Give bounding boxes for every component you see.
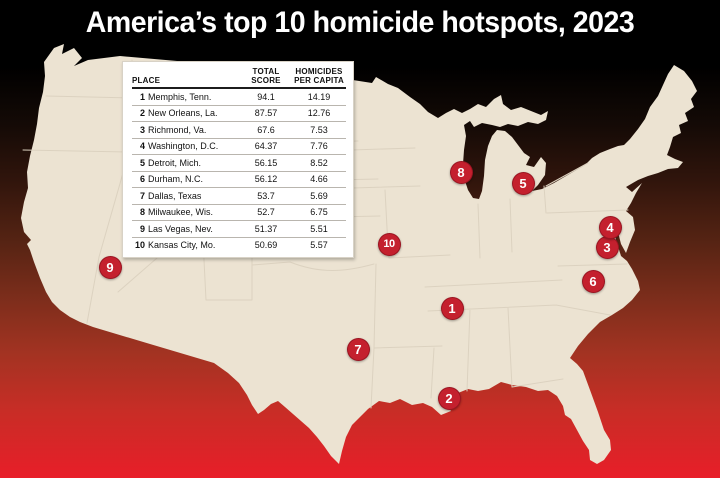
rank-number: 2 bbox=[139, 108, 145, 119]
map-marker-8: 8 bbox=[449, 160, 473, 184]
place-cell: 7 Dallas, Texas bbox=[132, 190, 242, 201]
place-cell: 9 Las Vegas, Nev. bbox=[132, 223, 242, 234]
per-capita-value: 7.76 bbox=[310, 141, 328, 152]
rankings-table: PLACE TOTAL SCORE HOMICIDES PER CAPITA 1… bbox=[122, 61, 354, 259]
place-cell: 2 New Orleans, La. bbox=[132, 109, 242, 118]
table-row: 9 Las Vegas, Nev. 51.37 5.51 bbox=[132, 221, 346, 238]
rank-number: 9 bbox=[139, 223, 145, 234]
total-score-value: 51.37 bbox=[254, 223, 278, 234]
total-score-value: 50.69 bbox=[254, 240, 278, 251]
total-score-value: 87.57 bbox=[254, 108, 278, 119]
place-name: Durham, N.C. bbox=[148, 174, 204, 185]
place-name: New Orleans, La. bbox=[148, 108, 218, 119]
place-cell: 10 Kansas City, Mo. bbox=[132, 241, 242, 250]
per-capita-value: 6.75 bbox=[310, 207, 328, 218]
rank-number: 4 bbox=[139, 141, 145, 152]
table-row: 10 Kansas City, Mo. 50.69 5.57 bbox=[132, 238, 346, 254]
place-name: Washington, D.C. bbox=[148, 141, 219, 152]
rank-number: 7 bbox=[139, 190, 145, 201]
column-header-place: PLACE bbox=[132, 76, 161, 86]
map-marker-3: 3 bbox=[595, 235, 619, 259]
total-score-value: 56.15 bbox=[254, 157, 278, 168]
table-row: 5 Detroit, Mich. 56.15 8.52 bbox=[132, 155, 346, 172]
per-capita-value: 5.57 bbox=[310, 240, 328, 251]
place-name: Richmond, Va. bbox=[148, 124, 207, 135]
page-title: America’s top 10 homicide hotspots, 2023 bbox=[85, 6, 635, 39]
table-row: 8 Milwaukee, Wis. 52.7 6.75 bbox=[132, 205, 346, 222]
total-score-value: 52.7 bbox=[257, 207, 275, 218]
map-marker-7: 7 bbox=[346, 337, 370, 361]
map-marker-6: 6 bbox=[581, 269, 605, 293]
place-name: Milwaukee, Wis. bbox=[148, 207, 214, 218]
map-marker-2: 2 bbox=[437, 386, 461, 410]
per-capita-value: 4.66 bbox=[310, 174, 328, 185]
rank-number: 10 bbox=[134, 240, 145, 251]
table-row: 3 Richmond, Va. 67.6 7.53 bbox=[132, 122, 346, 139]
rank-number: 5 bbox=[139, 157, 145, 168]
per-capita-value: 14.19 bbox=[307, 91, 331, 102]
rank-number: 6 bbox=[139, 174, 145, 185]
map-marker-9: 9 bbox=[98, 255, 122, 279]
column-header-total-score: TOTAL SCORE bbox=[251, 67, 281, 86]
place-name: Las Vegas, Nev. bbox=[148, 223, 213, 234]
place-cell: 5 Detroit, Mich. bbox=[132, 157, 242, 168]
map-marker-4: 4 bbox=[598, 215, 622, 239]
table-row: 4 Washington, D.C. 64.37 7.76 bbox=[132, 139, 346, 156]
column-header-per-capita: HOMICIDES PER CAPITA bbox=[294, 67, 344, 86]
place-name: Kansas City, Mo. bbox=[148, 240, 216, 251]
table-body: 1 Memphis, Tenn. 94.1 14.19 2 New Orleans, La… bbox=[132, 89, 346, 253]
place-cell: 4 Washington, D.C. bbox=[132, 142, 242, 151]
place-name: Detroit, Mich. bbox=[148, 157, 202, 168]
per-capita-value: 7.53 bbox=[310, 124, 328, 135]
table-row: 7 Dallas, Texas 53.7 5.69 bbox=[132, 188, 346, 205]
per-capita-value: 5.51 bbox=[310, 223, 328, 234]
map-marker-10: 10 bbox=[377, 232, 401, 256]
place-cell: 8 Milwaukee, Wis. bbox=[132, 208, 242, 217]
place-name: Memphis, Tenn. bbox=[148, 91, 212, 102]
rank-number: 3 bbox=[139, 124, 145, 135]
total-score-value: 56.12 bbox=[254, 174, 278, 185]
total-score-value: 67.6 bbox=[257, 124, 275, 135]
map-marker-5: 5 bbox=[511, 171, 535, 195]
total-score-value: 94.1 bbox=[257, 91, 275, 102]
table-row: 2 New Orleans, La. 87.57 12.76 bbox=[132, 106, 346, 123]
per-capita-value: 5.69 bbox=[310, 190, 328, 201]
place-name: Dallas, Texas bbox=[148, 190, 202, 201]
table-header-row: PLACE TOTAL SCORE HOMICIDES PER CAPITA bbox=[132, 67, 346, 90]
rank-number: 8 bbox=[139, 207, 145, 218]
total-score-value: 64.37 bbox=[254, 141, 278, 152]
map-marker-1: 1 bbox=[440, 296, 464, 320]
table-row: 1 Memphis, Tenn. 94.1 14.19 bbox=[132, 89, 346, 106]
place-cell: 3 Richmond, Va. bbox=[132, 124, 242, 135]
table-row: 6 Durham, N.C. 56.12 4.66 bbox=[132, 172, 346, 189]
place-cell: 6 Durham, N.C. bbox=[132, 175, 242, 184]
place-cell: 1 Memphis, Tenn. bbox=[132, 91, 242, 102]
per-capita-value: 8.52 bbox=[310, 157, 328, 168]
total-score-value: 53.7 bbox=[257, 190, 275, 201]
rank-number: 1 bbox=[139, 91, 145, 102]
per-capita-value: 12.76 bbox=[307, 108, 331, 119]
